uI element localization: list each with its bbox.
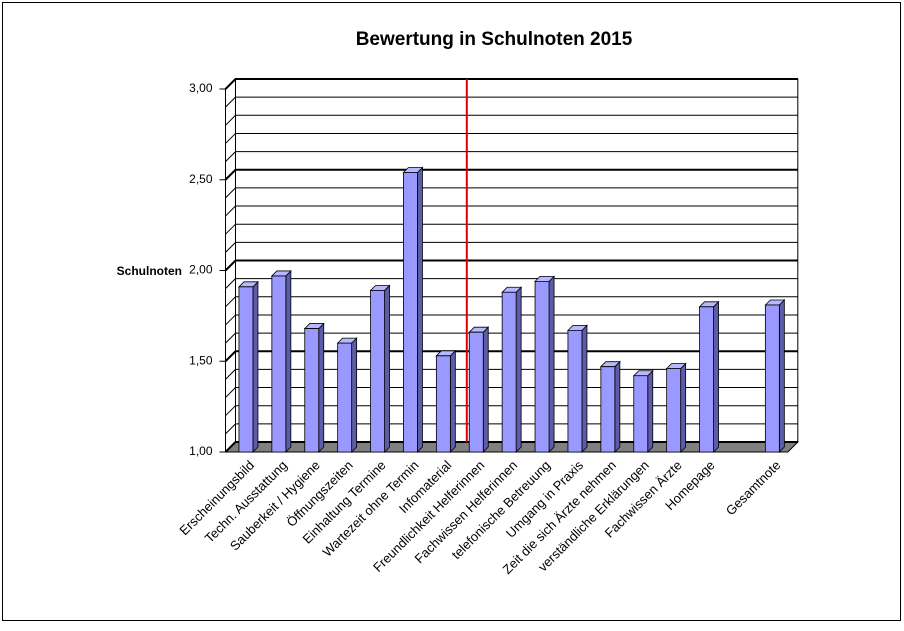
minor-grid-line bbox=[225, 223, 798, 235]
bar bbox=[764, 299, 786, 453]
minor-grid-line bbox=[225, 241, 798, 253]
minor-grid-line bbox=[225, 96, 798, 108]
bar-side bbox=[778, 299, 785, 453]
y-tick-label: 3,00 bbox=[189, 81, 213, 95]
bar bbox=[270, 269, 292, 453]
bar-side bbox=[285, 269, 292, 453]
bar bbox=[237, 280, 259, 453]
chart-title: Bewertung in Schulnoten 2015 bbox=[356, 29, 633, 50]
bar bbox=[336, 337, 358, 453]
bar-side bbox=[318, 322, 325, 453]
bar bbox=[632, 369, 654, 453]
minor-grid-line bbox=[225, 332, 798, 344]
y-axis-label: Schulnoten bbox=[117, 264, 182, 278]
bar-front bbox=[403, 172, 418, 453]
minor-grid-line bbox=[225, 296, 798, 308]
bar-front bbox=[337, 342, 353, 453]
bar bbox=[501, 286, 523, 453]
bar-front bbox=[764, 304, 780, 453]
bar-front bbox=[271, 275, 287, 453]
minor-grid-line bbox=[225, 132, 798, 144]
minor-grid-line bbox=[225, 187, 798, 199]
bar-side bbox=[384, 284, 390, 453]
grid-line bbox=[224, 78, 798, 90]
bar-front bbox=[699, 306, 714, 453]
minor-grid-line bbox=[225, 314, 798, 326]
bar bbox=[402, 166, 424, 453]
minor-grid-line bbox=[225, 205, 798, 217]
grid-line bbox=[224, 168, 798, 181]
bar-side bbox=[417, 166, 423, 453]
bar-front bbox=[238, 286, 254, 453]
y-tick-label: 2,00 bbox=[189, 263, 213, 277]
bar-side bbox=[680, 362, 687, 453]
bar-side bbox=[548, 275, 555, 453]
minor-grid-line bbox=[225, 278, 798, 290]
bar bbox=[566, 324, 588, 453]
bar-side bbox=[614, 360, 621, 453]
grid-line bbox=[224, 259, 798, 272]
y-tick-label: 1,00 bbox=[189, 444, 213, 458]
bar-side bbox=[515, 286, 522, 453]
bar-side bbox=[482, 326, 489, 453]
bar-side bbox=[647, 369, 654, 453]
bar-front bbox=[633, 375, 649, 453]
bar-front bbox=[534, 280, 550, 453]
bar-front bbox=[370, 290, 385, 453]
minor-grid-line bbox=[225, 151, 798, 162]
bar-side bbox=[581, 324, 588, 453]
grid-line bbox=[224, 350, 798, 362]
bar bbox=[303, 322, 325, 453]
bar-front bbox=[567, 329, 583, 453]
bar bbox=[599, 360, 621, 453]
bar bbox=[698, 300, 720, 453]
y-tick-label: 2,50 bbox=[189, 172, 213, 186]
bar-front bbox=[600, 366, 616, 453]
bar bbox=[665, 362, 687, 453]
bar-front bbox=[666, 368, 682, 453]
bar-side bbox=[449, 349, 456, 453]
bar bbox=[369, 284, 391, 453]
bar bbox=[534, 275, 556, 453]
bar-front bbox=[304, 328, 320, 453]
bar-side bbox=[713, 300, 719, 453]
y-tick-label: 1,50 bbox=[189, 353, 213, 367]
minor-grid-line bbox=[225, 114, 798, 126]
bar-side bbox=[252, 280, 259, 453]
bar-front bbox=[435, 355, 451, 453]
bar-front bbox=[468, 331, 484, 453]
bar-side bbox=[351, 337, 358, 453]
bar bbox=[435, 349, 457, 453]
bar bbox=[468, 326, 490, 453]
bar-front bbox=[501, 291, 517, 453]
